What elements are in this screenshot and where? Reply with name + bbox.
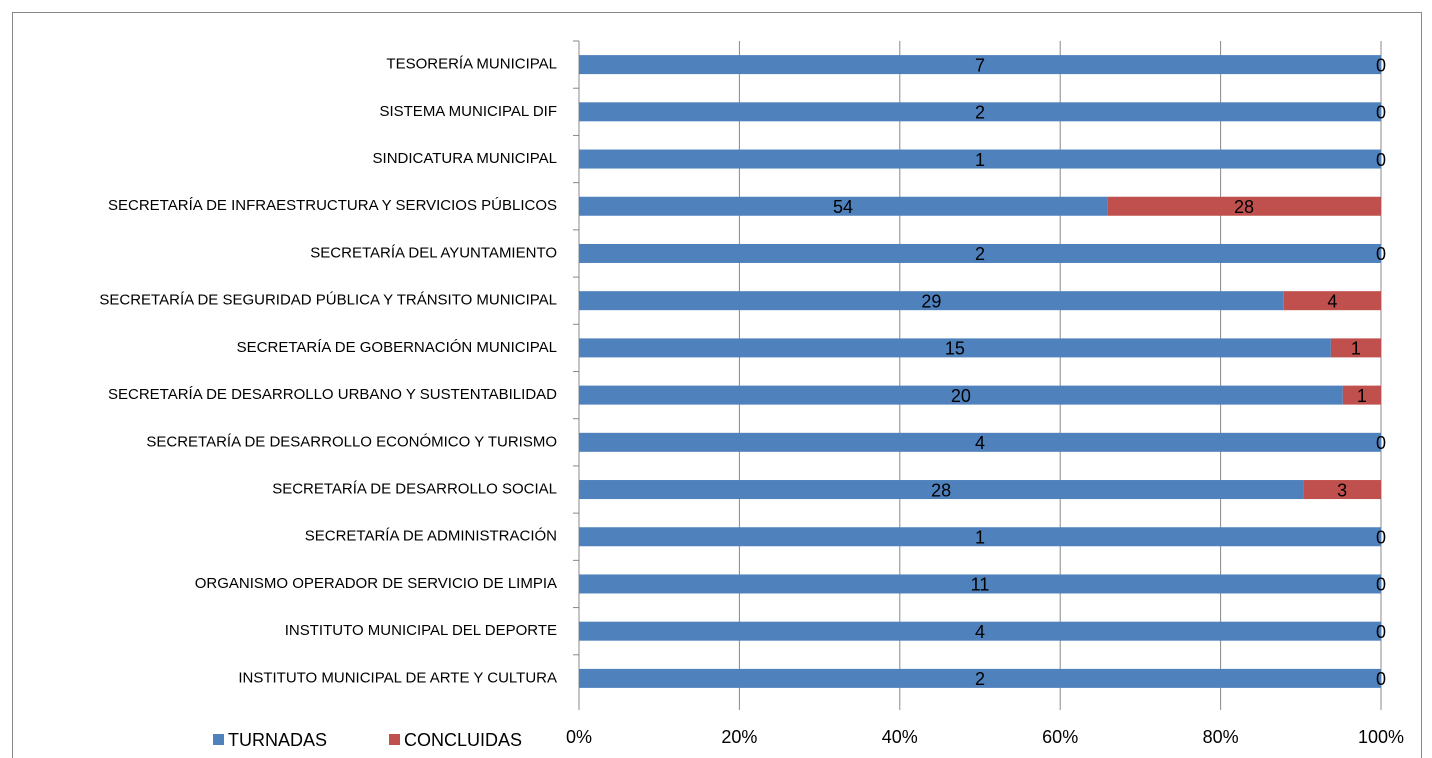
y-tick-label: SECRETARÍA DE DESARROLLO ECONÓMICO Y TUR…	[146, 433, 557, 450]
bar-segment	[579, 480, 1304, 500]
y-tick-label: SISTEMA MUNICIPAL DIF	[379, 103, 557, 120]
bar-segment	[579, 574, 1381, 594]
x-tick-label: 0%	[566, 727, 592, 747]
x-tick-label: 100%	[1358, 727, 1404, 747]
data-label: 1	[1351, 339, 1361, 359]
data-label: 15	[945, 339, 965, 359]
data-label: 29	[921, 291, 941, 311]
bar-segment	[579, 149, 1381, 169]
data-label: 4	[1327, 291, 1337, 311]
data-label: 2	[975, 244, 985, 264]
bar-segment	[579, 196, 1108, 216]
data-label: 4	[975, 433, 985, 453]
data-label: 3	[1337, 480, 1347, 500]
data-label: 0	[1376, 150, 1386, 170]
data-label: 28	[931, 480, 951, 500]
x-tick-label: 80%	[1203, 727, 1239, 747]
bar-segment	[579, 432, 1381, 452]
legend-swatch	[213, 734, 224, 745]
bar-segment	[579, 102, 1381, 122]
data-label: 20	[951, 386, 971, 406]
bar-segment	[579, 385, 1343, 405]
data-label: 7	[975, 55, 985, 75]
bar-segment	[1303, 480, 1381, 500]
data-label: 0	[1376, 622, 1386, 642]
y-tick-label: SECRETARÍA DE GOBERNACIÓN MUNICIPAL	[237, 339, 557, 356]
y-tick-label: SECRETARÍA DE DESARROLLO URBANO Y SUSTEN…	[108, 386, 557, 403]
bar-segment	[579, 527, 1381, 547]
data-label: 28	[1234, 197, 1254, 217]
y-tick-label: SECRETARÍA DE SEGURIDAD PÚBLICA Y TRÁNSI…	[99, 292, 557, 309]
data-label: 2	[975, 669, 985, 689]
data-label: 0	[1376, 575, 1386, 595]
y-tick-label: SINDICATURA MUNICIPAL	[373, 150, 557, 167]
x-tick-label: 20%	[721, 727, 757, 747]
legend-label: CONCLUIDAS	[404, 730, 522, 750]
legend-swatch	[389, 734, 401, 745]
bar-segment	[579, 338, 1331, 358]
y-tick-label: ORGANISMO OPERADOR DE SERVICIO DE LIMPIA	[195, 575, 557, 592]
bar-segment	[579, 621, 1381, 641]
data-label: 0	[1376, 55, 1386, 75]
legend-label: TURNADAS	[228, 730, 327, 750]
y-tick-label: SECRETARÍA DE ADMINISTRACIÓN	[305, 528, 557, 545]
bar-segment	[1283, 291, 1381, 311]
data-label: 0	[1376, 103, 1386, 123]
data-label: 0	[1376, 528, 1386, 548]
x-tick-label: 60%	[1042, 727, 1078, 747]
bar-segment	[579, 668, 1381, 688]
data-label: 0	[1376, 244, 1386, 264]
bar-segment	[579, 291, 1284, 311]
data-label: 0	[1376, 433, 1386, 453]
data-label: 0	[1376, 669, 1386, 689]
data-label: 11	[971, 575, 990, 595]
data-label: 4	[975, 622, 985, 642]
bar-segment	[579, 243, 1381, 263]
data-label: 1	[975, 150, 985, 170]
y-tick-label: SECRETARÍA DE INFRAESTRUCTURA Y SERVICIO…	[108, 197, 557, 214]
data-label: 2	[975, 103, 985, 123]
bar-segment	[1330, 338, 1381, 358]
y-tick-label: TESORERÍA MUNICIPAL	[386, 56, 557, 73]
bar-segment	[1107, 196, 1381, 216]
y-tick-label: INSTITUTO MUNICIPAL DEL DEPORTE	[285, 622, 557, 639]
bar-segment	[1342, 385, 1381, 405]
bar-segment	[579, 55, 1381, 75]
y-tick-label: SECRETARÍA DE DESARROLLO SOCIAL	[272, 481, 557, 498]
y-tick-label: SECRETARÍA DEL AYUNTAMIENTO	[310, 244, 557, 261]
x-tick-label: 40%	[882, 727, 918, 747]
data-label: 1	[1357, 386, 1367, 406]
data-label: 54	[833, 197, 853, 217]
data-label: 1	[975, 528, 985, 548]
y-tick-label: INSTITUTO MUNICIPAL DE ARTE Y CULTURA	[238, 669, 557, 686]
